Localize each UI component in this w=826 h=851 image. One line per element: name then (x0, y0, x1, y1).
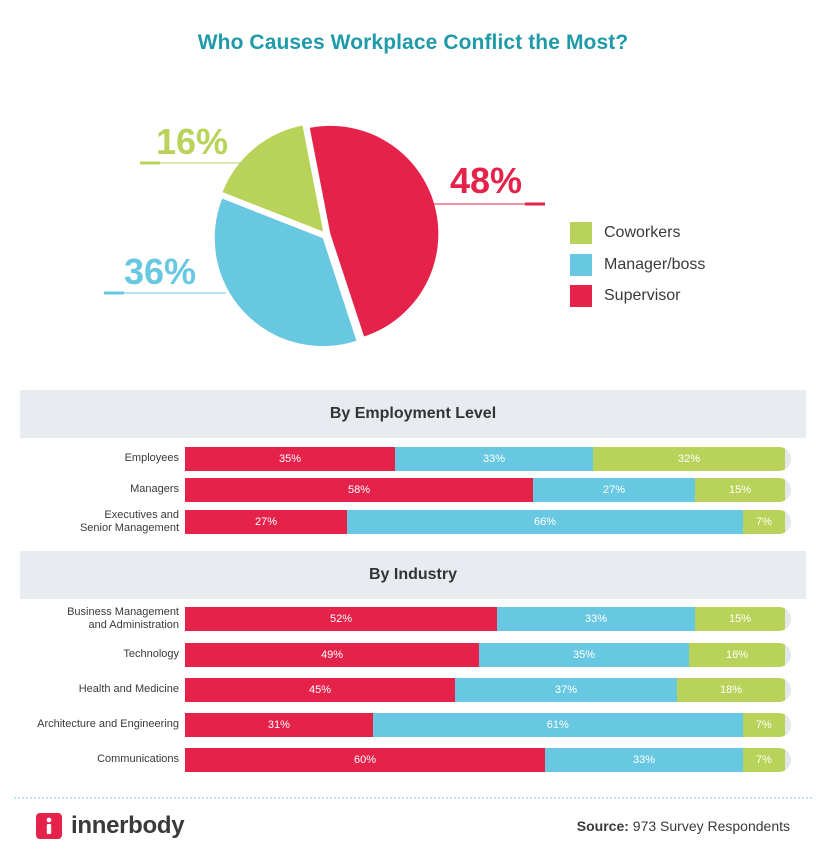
bar-segment-coworkers: 7% (743, 748, 785, 772)
bar-row-label: Health and Medicine (4, 683, 179, 696)
section-header-employment: By Employment Level (20, 390, 806, 438)
bar-row-label: Communications (4, 753, 179, 766)
source-note: Source: 973 Survey Respondents (577, 818, 790, 834)
bar-segment-coworkers: 15% (695, 478, 785, 502)
section-header-industry: By Industry (20, 551, 806, 599)
bar-segment-manager: 37% (455, 678, 677, 702)
pie-slice-manager-boss (214, 198, 357, 347)
brand-logo: innerbody (36, 812, 185, 840)
pie-label-coworkers: 16% (156, 121, 228, 162)
bar-segment-manager: 66% (347, 510, 743, 534)
bar-row-label: Technology (4, 648, 179, 661)
bar-segment-manager: 33% (497, 607, 695, 631)
bar-row-label-line: Business Management (67, 606, 179, 618)
bar-segment-coworkers: 15% (695, 607, 785, 631)
bar-segment-manager: 35% (479, 643, 689, 667)
bar-track: 35% 33% 32% (185, 447, 791, 471)
bar-segment-manager: 33% (545, 748, 743, 772)
bar-row-label: Executives and Senior Management (4, 509, 179, 535)
pie-slice-supervisor (309, 125, 439, 337)
bar-segment-supervisor: 35% (185, 447, 395, 471)
legend: Coworkers Manager/boss Supervisor (570, 222, 705, 317)
legend-label-manager: Manager/boss (604, 255, 706, 273)
legend-item-coworkers: Coworkers (570, 222, 705, 244)
bar-segment-coworkers: 32% (593, 447, 785, 471)
legend-swatch-coworkers (570, 222, 592, 244)
bar-track: 45% 37% 18% (185, 678, 791, 702)
brand-name: innerbody (71, 812, 185, 839)
bar-track: 52% 33% 15% (185, 607, 791, 631)
bar-segment-supervisor: 31% (185, 713, 373, 737)
info-icon (36, 813, 62, 839)
bar-row-label-line: Health and Medicine (78, 683, 179, 695)
bar-track: 60% 33% 7% (185, 748, 791, 772)
bar-segment-manager: 27% (533, 478, 695, 502)
pie-label-manager-boss: 36% (124, 251, 196, 292)
bar-segment-supervisor: 52% (185, 607, 497, 631)
legend-item-supervisor: Supervisor (570, 285, 705, 307)
bar-track: 49% 35% 16% (185, 643, 791, 667)
bar-segment-supervisor: 27% (185, 510, 347, 534)
bar-row-label-line: and Administration (88, 619, 180, 631)
bar-segment-supervisor: 60% (185, 748, 545, 772)
bar-row-label: Business Management and Administration (4, 606, 179, 632)
bar-segment-manager: 33% (395, 447, 593, 471)
pie-chart: 48% 36% 16% (104, 121, 545, 347)
bar-row-label-line: Managers (130, 483, 179, 495)
bar-row-label-line: Executives and (104, 509, 179, 521)
pie-slice-coworkers (222, 125, 324, 232)
source-text: 973 Survey Respondents (632, 818, 790, 834)
legend-swatch-manager (570, 253, 592, 276)
bar-row-label: Architecture and Engineering (4, 718, 179, 731)
bar-track: 31% 61% 7% (185, 713, 791, 737)
bar-segment-manager: 61% (372, 713, 743, 737)
bar-track: 58% 27% 15% (185, 478, 791, 502)
bar-track: 27% 66% 7% (185, 510, 791, 534)
footer-divider (14, 797, 812, 799)
chart-title: Who Causes Workplace Conflict the Most? (197, 31, 629, 54)
bar-segment-coworkers: 16% (689, 643, 785, 667)
bar-row-label: Managers (4, 483, 179, 496)
bar-row-label-line: Architecture and Engineering (37, 718, 179, 730)
bar-segment-supervisor: 58% (185, 478, 533, 502)
bar-row-label-line: Employees (124, 452, 179, 464)
bar-row-label-line: Senior Management (79, 522, 179, 534)
bar-row-label-line: Technology (123, 648, 179, 660)
legend-label-coworkers: Coworkers (604, 224, 681, 241)
bar-segment-supervisor: 49% (185, 643, 479, 667)
legend-swatch-supervisor (570, 285, 592, 307)
legend-item-manager: Manager/boss (570, 253, 706, 276)
bar-segment-supervisor: 45% (185, 678, 455, 702)
bar-segment-coworkers: 7% (742, 713, 785, 737)
bar-segment-coworkers: 18% (677, 678, 785, 702)
source-label: Source: (576, 818, 629, 834)
pie-label-supervisor: 48% (450, 160, 522, 201)
bar-row-label: Employees (4, 452, 179, 465)
bar-row-label-line: Communications (97, 753, 179, 765)
bar-segment-coworkers: 7% (743, 510, 785, 534)
legend-label-supervisor: Supervisor (604, 287, 681, 304)
